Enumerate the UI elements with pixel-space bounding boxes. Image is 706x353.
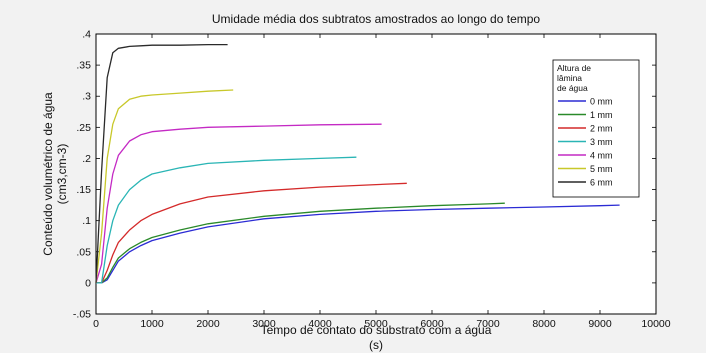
y-tick-label: .3: [82, 91, 91, 103]
y-tick-label: -.05: [73, 309, 91, 321]
series-line-3: [96, 156, 357, 284]
y-tick-label: .05: [76, 246, 91, 258]
series-lines: [95, 43, 620, 284]
legend-label: 1 mm: [590, 110, 613, 120]
x-tick-label: 10000: [641, 318, 670, 330]
x-axis-label: Tempo de contato do substrato com a água: [261, 323, 492, 337]
x-tick-label: 9000: [588, 318, 612, 330]
x-tick-label: 1000: [140, 318, 164, 330]
series-line-0: [96, 204, 620, 284]
series-line-6: [95, 43, 228, 283]
x-axis-unit: (s): [369, 338, 383, 352]
series-line-2: [96, 182, 407, 284]
x-tick-label: 2000: [196, 318, 220, 330]
y-tick-label: .25: [76, 122, 91, 134]
y-axis-label: Conteúdo volumétrico de água: [41, 92, 55, 256]
legend-items: 0 mm 1 mm 2 mm 3 mm 4 mm 5 mm 6 mm: [558, 97, 613, 188]
y-axis-ticks: -.05 0 .05 .1 .15 .2 .25 .3 .35 .4: [73, 29, 656, 321]
legend-label: 3 mm: [590, 137, 613, 147]
y-axis-unit: (cm3,cm-3): [55, 144, 69, 205]
series-line-4: [95, 123, 382, 284]
x-tick-label: 4000: [308, 318, 332, 330]
x-tick-label: 6000: [420, 318, 444, 330]
legend-title-line: Altura de: [557, 63, 591, 73]
y-tick-label: .1: [82, 215, 91, 227]
legend-title-line: lâmina: [557, 73, 582, 83]
y-tick-label: .2: [82, 153, 91, 165]
series-line-1: [96, 202, 505, 284]
y-tick-label: .15: [76, 184, 91, 196]
x-tick-label: 5000: [364, 318, 388, 330]
y-tick-label: 0: [85, 277, 91, 289]
legend-title-line: de água: [557, 83, 588, 93]
chart-title: Umidade média dos subtratos amostrados a…: [212, 12, 541, 26]
x-tick-label: 3000: [252, 318, 276, 330]
legend-label: 5 mm: [590, 164, 613, 174]
x-tick-label: 8000: [532, 318, 556, 330]
legend-label: 2 mm: [590, 124, 613, 134]
y-tick-label: .35: [76, 60, 91, 72]
y-tick-label: .4: [82, 29, 91, 41]
legend-label: 4 mm: [590, 151, 613, 161]
x-tick-label: 7000: [476, 318, 500, 330]
series-line-5: [95, 89, 234, 283]
x-axis-ticks: 0 1000 2000 3000 4000 5000 6000 7000 8000 9000 100…: [93, 34, 671, 330]
x-tick-label: 0: [93, 318, 99, 330]
legend-label: 6 mm: [590, 178, 613, 188]
legend-label: 0 mm: [590, 97, 613, 107]
